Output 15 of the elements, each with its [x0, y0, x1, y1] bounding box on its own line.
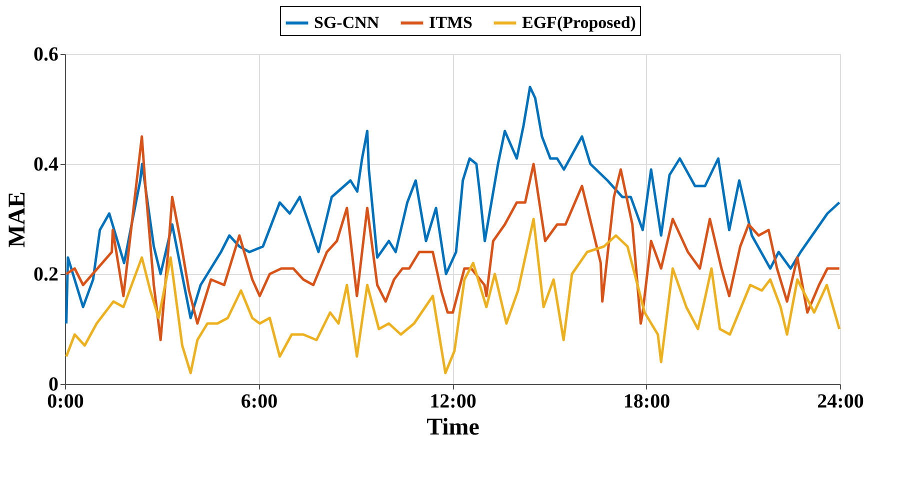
y-tick-label: 0.6: [34, 44, 58, 66]
y-tick-label: 0.4: [34, 154, 58, 176]
line-series: [65, 135, 841, 342]
x-tick-label: 24:00: [817, 390, 864, 412]
legend-label: SG-CNN: [314, 13, 380, 32]
legend-label: ITMS: [429, 13, 472, 32]
line-series: [65, 86, 841, 325]
legend-label: EGF(Proposed): [522, 13, 636, 32]
x-axis-title: Time: [426, 414, 480, 440]
x-tick-label: 6:00: [240, 390, 278, 412]
y-tick-label: 0.2: [34, 264, 58, 286]
line-series: [65, 218, 841, 374]
y-axis-title: MAE: [4, 192, 30, 248]
x-tick-label: 18:00: [623, 390, 670, 412]
x-tick-label: 12:00: [430, 390, 476, 412]
